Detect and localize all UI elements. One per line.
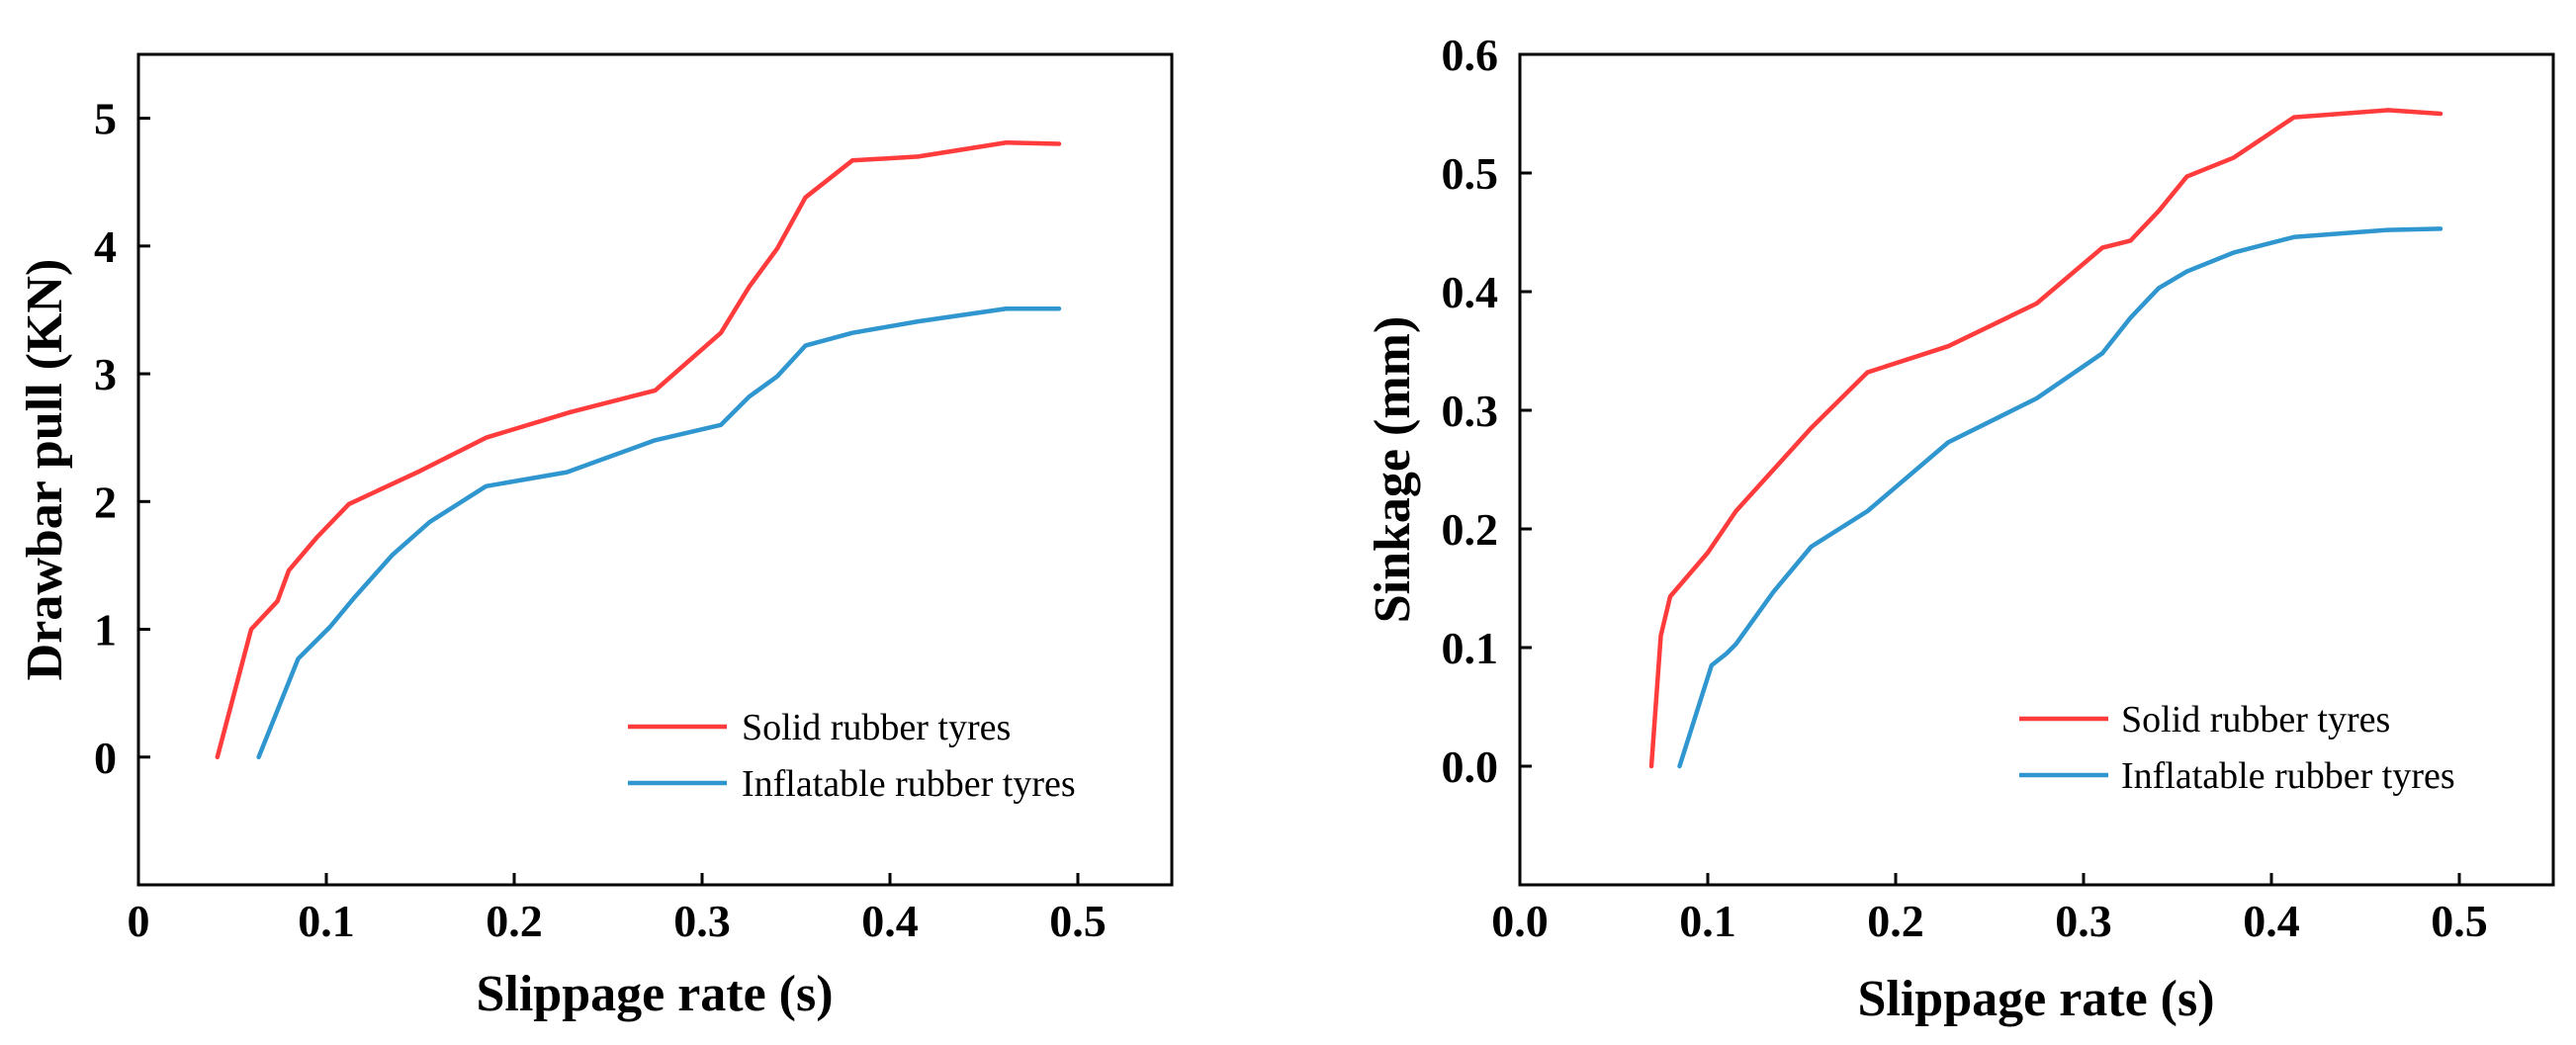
legend-label-inflatable: Inflatable rubber tyres [742, 763, 1076, 805]
series-line-solid [215, 139, 1062, 760]
x-tick-label: 0.0 [1491, 896, 1549, 946]
x-axis-ticks: 0.0 0.1 0.2 0.3 0.4 0.5 [1491, 873, 2488, 946]
x-tick-label: 0.1 [1679, 896, 1736, 946]
y-tick-label: 3 [94, 349, 117, 399]
x-tick-label: 0.1 [298, 896, 355, 946]
x-tick-label: 0.5 [2431, 896, 2488, 946]
legend-label-inflatable: Inflatable rubber tyres [2121, 755, 2455, 797]
series-line-solid [1648, 108, 2443, 769]
x-axis-label: Slippage rate (s) [476, 966, 833, 1022]
x-axis-ticks: 0 0.1 0.2 0.3 0.4 0.5 [128, 873, 1107, 946]
y-tick-label: 0.1 [1442, 623, 1499, 673]
drawbar-pull-chart: 0 0.1 0.2 0.3 0.4 0.5 0 1 2 3 4 5 Slippage rate (s… [17, 52, 1174, 1022]
y-tick-label: 0.4 [1442, 267, 1499, 317]
y-tick-label: 4 [94, 221, 117, 272]
plot-frame [1518, 52, 2555, 887]
x-tick-label: 0.2 [486, 896, 543, 946]
y-axis-ticks: 0.0 0.1 0.2 0.3 0.4 0.5 0.6 [1442, 30, 1532, 792]
x-tick-label: 0.2 [1867, 896, 1924, 946]
x-tick-label: 0.3 [2055, 896, 2112, 946]
y-tick-label: 2 [94, 477, 117, 527]
y-tick-label: 0.5 [1442, 148, 1499, 199]
x-tick-label: 0 [128, 896, 150, 946]
legend: Solid rubber tyres Inflatable rubber tyr… [628, 707, 1076, 805]
x-tick-label: 0.3 [673, 896, 731, 946]
legend: Solid rubber tyres Inflatable rubber tyr… [2019, 699, 2455, 797]
y-tick-label: 0.2 [1442, 504, 1499, 555]
y-tick-label: 0.6 [1442, 30, 1499, 80]
series-lines [215, 139, 1062, 760]
x-axis-label: Slippage rate (s) [1857, 971, 2214, 1027]
legend-label-solid: Solid rubber tyres [742, 707, 1011, 748]
y-tick-label: 0.0 [1442, 741, 1499, 792]
x-tick-label: 0.4 [2243, 896, 2300, 946]
y-tick-label: 1 [94, 605, 117, 655]
legend-label-solid: Solid rubber tyres [2121, 699, 2390, 740]
plot-frame [136, 52, 1174, 887]
series-line-inflatable [1677, 226, 2443, 769]
x-tick-label: 0.5 [1049, 896, 1107, 946]
y-tick-label: 5 [94, 94, 117, 144]
x-tick-label: 0.4 [861, 896, 919, 946]
y-axis-label: Sinkage (mm) [1365, 316, 1421, 624]
y-axis-ticks: 0 1 2 3 4 5 [94, 94, 150, 783]
y-axis-label: Drawbar pull (KN) [17, 259, 73, 681]
series-lines [1648, 108, 2443, 769]
series-line-inflatable [256, 305, 1062, 760]
y-tick-label: 0.3 [1442, 386, 1499, 436]
sinkage-chart: 0.0 0.1 0.2 0.3 0.4 0.5 0.0 0.1 0.2 0.3 0.4 0.5 0.6… [1365, 30, 2555, 1027]
y-tick-label: 0 [94, 733, 117, 783]
